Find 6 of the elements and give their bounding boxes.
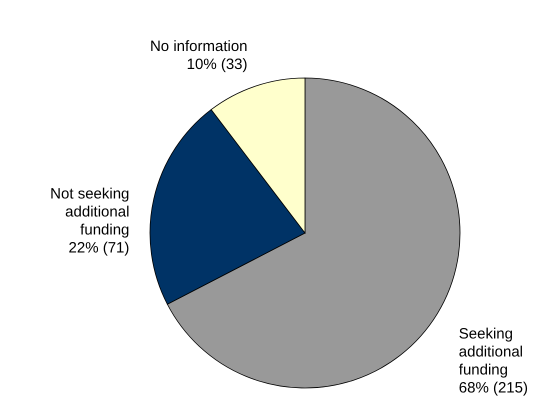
data-label: 10% (33) <box>186 56 248 73</box>
data-label: 68% (215) <box>458 380 528 397</box>
data-label: 22% (71) <box>68 239 130 256</box>
slice-label: No information <box>150 38 248 55</box>
slice-label: Not seeking additional funding <box>50 185 130 238</box>
slice-label: Seeking additional funding <box>458 326 523 379</box>
